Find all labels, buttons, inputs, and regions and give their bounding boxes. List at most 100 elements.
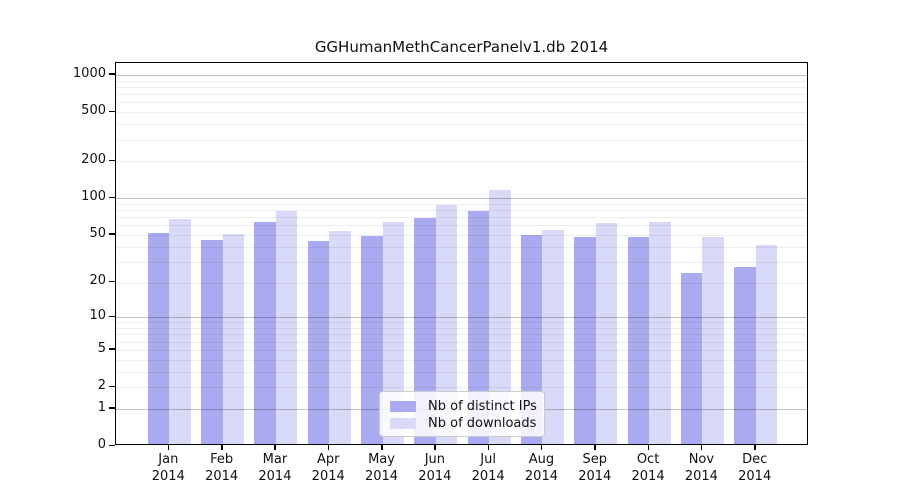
y-tick-label-5: 5 bbox=[97, 340, 106, 356]
gridline-minor-9 bbox=[116, 322, 807, 324]
gridline-minor-60 bbox=[116, 225, 807, 227]
x-tick-month: Jul bbox=[480, 452, 496, 467]
bar-downloads-Dec bbox=[755, 244, 778, 444]
gridline-major-100 bbox=[116, 198, 807, 200]
bar-ips-May bbox=[361, 236, 383, 444]
bar-downloads-Jun bbox=[435, 205, 458, 444]
y-tick-mark-50 bbox=[109, 233, 115, 235]
gridline-minor-300 bbox=[116, 139, 807, 141]
x-tick-month: Dec bbox=[742, 452, 768, 467]
bar-ips-Jan bbox=[147, 232, 170, 444]
bar-downloads-Apr bbox=[329, 230, 351, 444]
legend-label-distinct-ips: Nb of distinct IPs bbox=[428, 399, 537, 414]
x-tick-label-Aug: Aug 2014 bbox=[509, 451, 573, 485]
y-tick-label-1: 1 bbox=[97, 399, 106, 415]
x-tick-mark-Apr bbox=[327, 445, 330, 450]
x-tick-mark-Aug bbox=[540, 445, 543, 450]
x-tick-month: Feb bbox=[210, 452, 234, 467]
y-tick-mark-1000 bbox=[109, 73, 115, 75]
x-tick-year: 2014 bbox=[684, 469, 718, 484]
x-tick-year: 2014 bbox=[311, 469, 345, 484]
x-tick-month: Oct bbox=[636, 452, 660, 467]
y-tick-mark-0 bbox=[109, 444, 115, 446]
y-tick-mark-2 bbox=[109, 385, 115, 387]
bar-downloads-Sep bbox=[595, 223, 618, 444]
x-tick-mark-Nov bbox=[700, 445, 703, 450]
bar-ips-Mar bbox=[254, 222, 276, 444]
x-tick-year: 2014 bbox=[471, 469, 505, 484]
x-tick-mark-Oct bbox=[647, 445, 650, 450]
y-tick-mark-5 bbox=[109, 348, 115, 350]
bar-ips-Feb bbox=[201, 239, 223, 444]
gridline-minor-400 bbox=[116, 124, 807, 126]
x-tick-mark-Jan bbox=[167, 445, 170, 450]
bar-downloads-Jan bbox=[169, 219, 191, 444]
legend-item-distinct-ips: Nb of distinct IPs bbox=[390, 398, 537, 415]
gridline-minor-80 bbox=[116, 210, 807, 211]
bar-downloads-Aug bbox=[542, 229, 564, 444]
x-tick-label-Sep: Sep 2014 bbox=[563, 451, 627, 485]
x-tick-mark-Dec bbox=[754, 445, 756, 450]
bar-downloads-Oct bbox=[649, 222, 671, 444]
gridline-minor-800 bbox=[116, 86, 807, 88]
legend-swatch-downloads bbox=[390, 418, 416, 429]
x-tick-year: 2014 bbox=[151, 469, 185, 484]
gridline-minor-4 bbox=[116, 359, 807, 361]
y-tick-mark-10 bbox=[109, 315, 115, 318]
x-tick-month: Nov bbox=[688, 452, 715, 467]
y-tick-label-10: 10 bbox=[89, 308, 106, 324]
bar-ips-Nov bbox=[680, 273, 703, 444]
x-tick-year: 2014 bbox=[738, 469, 772, 484]
x-tick-month: Mar bbox=[262, 452, 288, 467]
x-tick-label-Nov: Nov 2014 bbox=[669, 451, 733, 485]
y-tick-label-1000: 1000 bbox=[72, 65, 106, 81]
x-tick-month: Jun bbox=[424, 452, 445, 467]
legend-item-downloads: Nb of downloads bbox=[390, 415, 536, 432]
y-tick-mark-20 bbox=[109, 280, 115, 283]
x-tick-label-Jul: Jul 2014 bbox=[456, 451, 520, 485]
x-tick-label-May: May 2014 bbox=[350, 451, 414, 485]
gridline-minor-2 bbox=[116, 387, 807, 388]
gridline-major-1000 bbox=[116, 75, 807, 76]
legend-label-downloads: Nb of downloads bbox=[428, 416, 537, 431]
plot-area bbox=[115, 62, 808, 445]
x-tick-mark-Feb bbox=[221, 445, 223, 450]
x-tick-month: May bbox=[368, 452, 395, 467]
gridline-minor-20 bbox=[116, 282, 807, 284]
bar-downloads-May bbox=[382, 222, 405, 444]
gridline-minor-7 bbox=[116, 334, 807, 336]
x-tick-label-Jan: Jan 2014 bbox=[136, 451, 200, 485]
x-tick-month: Jan bbox=[158, 452, 179, 467]
x-tick-mark-Mar bbox=[274, 445, 276, 450]
y-tick-label-0: 0 bbox=[97, 437, 106, 452]
gridline-major-10 bbox=[116, 317, 807, 319]
gridline-minor-3 bbox=[116, 371, 807, 373]
bar-downloads-Nov bbox=[702, 237, 724, 444]
gridline-minor-600 bbox=[116, 102, 807, 104]
x-tick-year: 2014 bbox=[205, 469, 239, 484]
x-tick-year: 2014 bbox=[524, 469, 558, 484]
gridline-minor-700 bbox=[116, 94, 807, 96]
y-tick-label-200: 200 bbox=[81, 152, 106, 168]
x-tick-month: Apr bbox=[316, 452, 340, 467]
y-tick-mark-1 bbox=[109, 407, 115, 409]
gridline-minor-70 bbox=[116, 217, 807, 219]
x-tick-year: 2014 bbox=[364, 469, 399, 484]
x-tick-label-Feb: Feb 2014 bbox=[190, 451, 254, 485]
gridline-minor-500 bbox=[116, 112, 807, 114]
chart-title: GGHumanMethCancerPanelv1.db 2014 bbox=[314, 38, 609, 56]
x-tick-year: 2014 bbox=[418, 469, 452, 484]
bar-ips-Jul bbox=[467, 210, 490, 444]
gridline-minor-40 bbox=[116, 246, 807, 248]
gridline-minor-50 bbox=[116, 234, 807, 236]
x-tick-label-Oct: Oct 2014 bbox=[616, 451, 680, 485]
bar-ips-Apr bbox=[307, 240, 330, 444]
bar-ips-Dec bbox=[734, 267, 756, 444]
x-tick-month: Aug bbox=[528, 452, 555, 467]
y-tick-label-20: 20 bbox=[89, 273, 106, 289]
y-tick-label-100: 100 bbox=[81, 189, 106, 205]
bar-downloads-Mar bbox=[275, 210, 298, 444]
x-tick-year: 2014 bbox=[258, 469, 292, 484]
gridline-minor-5 bbox=[116, 349, 807, 351]
